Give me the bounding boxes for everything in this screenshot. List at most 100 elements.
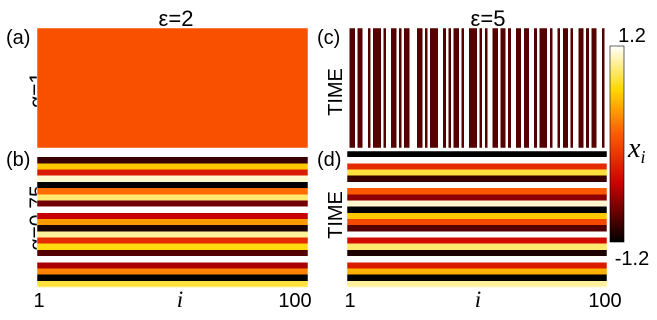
- heatmap-stripe: [347, 231, 607, 239]
- heatmap-column: [586, 28, 590, 148]
- heatmap-column: [354, 28, 358, 148]
- heatmap-stripe: [347, 219, 607, 226]
- heatmap-column: [362, 28, 366, 148]
- heatmap-panel-c: [346, 27, 608, 149]
- heatmap-stripe: [347, 175, 607, 183]
- colorbar-label-main: x: [627, 133, 641, 164]
- heatmap-column: [503, 28, 507, 148]
- heatmap-column: [487, 28, 491, 148]
- heatmap-column: [458, 28, 462, 148]
- heatmap-column: [529, 28, 533, 148]
- heatmap-column: [451, 28, 455, 148]
- heatmap-column: [583, 28, 587, 148]
- heatmap-stripe: [347, 200, 607, 208]
- heatmap-column: [440, 28, 444, 148]
- heatmap-column: [479, 28, 483, 148]
- heatmap-column: [419, 28, 423, 148]
- heatmap-stripe: [37, 157, 308, 164]
- heatmap-column: [391, 28, 395, 148]
- heatmap-column: [557, 28, 561, 148]
- heatmap-column: [414, 28, 418, 148]
- heatmap-column: [495, 28, 499, 148]
- heatmap-column: [518, 28, 522, 148]
- heatmap-stripe: [347, 262, 607, 269]
- colorbar-min-label: -1.2: [615, 248, 649, 270]
- heatmap-column: [531, 28, 535, 148]
- heatmap-stripe: [37, 169, 308, 177]
- heatmap-stripe: [347, 157, 607, 164]
- heatmap-column: [347, 28, 351, 148]
- heatmap-column: [549, 28, 553, 148]
- heatmap-stripe: [37, 151, 308, 158]
- heatmap-column: [482, 28, 486, 148]
- heatmap-column: [536, 28, 540, 148]
- heatmap-stripe: [37, 256, 308, 263]
- heatmap-stripe: [37, 181, 308, 189]
- heatmap-column: [578, 28, 582, 148]
- heatmap-column: [396, 28, 400, 148]
- heatmap-stripe: [347, 169, 607, 177]
- heatmap-column: [456, 28, 460, 148]
- heatmap-column: [427, 28, 431, 148]
- heatmap-column: [547, 28, 551, 148]
- colorbar: [609, 45, 625, 243]
- heatmap-column: [383, 28, 387, 148]
- heatmap-panel-a: [36, 27, 309, 149]
- heatmap-column: [588, 28, 592, 148]
- heatmap-column: [435, 28, 439, 148]
- heatmap-column: [438, 28, 442, 148]
- heatmap-stripe: [37, 163, 308, 171]
- heatmap-stripe: [347, 274, 607, 282]
- heatmap-column: [461, 28, 465, 148]
- heatmap-stripe: [347, 256, 607, 263]
- heatmap-column: [568, 28, 572, 148]
- heatmap-column: [596, 28, 600, 148]
- heatmap-column: [570, 28, 574, 148]
- ylabel-time-d: TIME: [325, 191, 347, 239]
- heatmap-stripe: [37, 194, 308, 201]
- panel-frame: [36, 27, 309, 149]
- heatmap-column: [521, 28, 525, 148]
- heatmap-column: [448, 28, 452, 148]
- heatmap-column: [591, 28, 595, 148]
- heatmap-stripe: [347, 237, 607, 245]
- heatmap-column: [357, 28, 361, 148]
- heatmap-column: [404, 28, 408, 148]
- heatmap-column: [365, 28, 369, 148]
- heatmap-column: [510, 28, 514, 148]
- heatmap-column: [417, 28, 421, 148]
- panel-label-a: (a): [6, 27, 30, 49]
- heatmap-stripe: [37, 200, 308, 208]
- heatmap-column: [412, 28, 416, 148]
- heatmap-column: [375, 28, 379, 148]
- heatmap-column: [508, 28, 512, 148]
- heatmap-column: [406, 28, 410, 148]
- panel-frame: [36, 150, 309, 288]
- panel-label-b: (b): [6, 149, 30, 171]
- heatmap-column: [432, 28, 436, 148]
- heatmap-column: [544, 28, 548, 148]
- heatmap-stripe: [347, 249, 607, 257]
- x-tick-label-b-max: 100: [278, 290, 311, 312]
- heatmap-column: [349, 28, 353, 148]
- heatmap-stripe: [37, 262, 308, 269]
- heatmap-stripe: [347, 188, 607, 195]
- heatmap-stripe: [347, 151, 607, 158]
- heatmap-stripe: [37, 206, 308, 214]
- heatmap-column: [560, 28, 564, 148]
- heatmap-column: [401, 28, 405, 148]
- colorbar-max-label: 1.2: [618, 25, 646, 47]
- heatmap-column: [539, 28, 543, 148]
- heatmap-column: [513, 28, 517, 148]
- heatmap-column: [505, 28, 509, 148]
- heatmap-column: [409, 28, 413, 148]
- heatmap-stripe: [347, 268, 607, 276]
- heatmap-stripe: [347, 194, 607, 201]
- heatmap-stripe: [37, 268, 308, 276]
- heatmap-column: [453, 28, 457, 148]
- panel-label-d: (d): [317, 149, 341, 171]
- heatmap-column: [360, 28, 364, 148]
- heatmap-column: [516, 28, 520, 148]
- colorbar-label-sub: i: [640, 147, 645, 167]
